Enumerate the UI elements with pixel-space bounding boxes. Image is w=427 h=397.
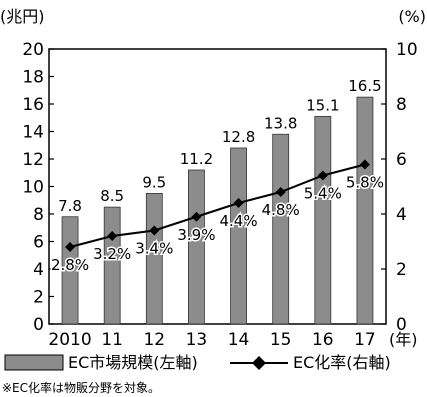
right-tick-label-1: 2 — [396, 260, 407, 280]
left-tick-label-10: 20 — [22, 40, 44, 60]
line-point-12 — [149, 225, 160, 236]
bar-value-label-16: 15.1 — [306, 96, 339, 114]
left-tick-label-5: 10 — [22, 178, 44, 198]
bar-value-label-15: 13.8 — [264, 114, 297, 132]
right-tick-label-4: 8 — [396, 95, 407, 115]
legend: EC市場規模(左軸) EC化率(右軸) — [4, 353, 391, 372]
line-value-label-2010: 2.8% — [51, 256, 89, 274]
right-tick-label-2: 4 — [396, 205, 407, 225]
bar-13 — [188, 169, 205, 325]
line-point-16 — [317, 170, 328, 181]
bar-17 — [356, 96, 374, 325]
bar-value-labels: 7.8 8.5 9.5 11.2 12.8 13.8 15.1 16.5 — [58, 77, 382, 215]
line-point-11 — [107, 231, 118, 241]
line-value-labels: 2.8%3.2% 3.4%3.9% 4.4%4.8%5.4%5.8% — [50, 172, 386, 276]
line-point-2010 — [65, 242, 76, 252]
x-tick-label-13: 13 — [186, 330, 208, 350]
footnote: ※EC化率は物販分野を対象。 — [2, 380, 160, 395]
right-tick-label-3: 6 — [396, 150, 407, 170]
x-tick-label-12: 12 — [143, 330, 165, 350]
right-axis-unit: (%) — [398, 7, 426, 26]
bar-value-label-2010: 7.8 — [58, 197, 82, 215]
bar-14 — [230, 147, 247, 325]
bar-12 — [145, 192, 163, 325]
right-tick-label-0: 0 — [396, 315, 407, 335]
left-tick-label-4: 8 — [33, 205, 44, 225]
legend-line-label: EC化率(右軸) — [293, 353, 391, 372]
line-value-label-13: 3.9% — [177, 226, 215, 244]
line-point-14 — [233, 198, 244, 208]
left-tick-label-9: 18 — [22, 68, 44, 88]
bar-value-label-11: 8.5 — [100, 187, 124, 205]
x-tick-label-15: 15 — [270, 330, 292, 350]
bar-value-label-14: 12.8 — [222, 128, 255, 146]
bar-16 — [314, 115, 332, 325]
line-point-15 — [275, 187, 286, 197]
x-tick-label-16: 16 — [312, 330, 334, 350]
line-point-13 — [191, 211, 202, 222]
line-value-label-16: 5.4% — [304, 185, 342, 203]
bar-value-label-13: 11.2 — [180, 150, 213, 168]
line-series — [65, 159, 370, 252]
line-value-label-14: 4.4% — [220, 212, 258, 230]
x-tick-label-14: 14 — [228, 330, 250, 350]
x-tick-label-11: 11 — [101, 330, 123, 350]
left-tick-label-7: 14 — [22, 123, 44, 143]
line-point-17 — [359, 159, 370, 170]
bar-2010 — [61, 216, 79, 325]
x-axis-suffix: (年) — [389, 330, 418, 349]
right-tick-label-5: 10 — [396, 40, 418, 60]
left-axis: 0 2 4 6 8 10 12 14 16 18 20 — [22, 40, 54, 335]
bar-value-label-12: 9.5 — [142, 173, 166, 191]
line-value-label-12: 3.4% — [135, 240, 173, 258]
line-value-label-15: 4.8% — [262, 201, 300, 219]
left-tick-label-0: 0 — [33, 315, 44, 335]
legend-bar-label: EC市場規模(左軸) — [68, 353, 198, 372]
x-tick-label-17: 17 — [354, 330, 376, 350]
left-tick-label-1: 2 — [33, 288, 44, 308]
bar-15 — [272, 133, 290, 325]
x-axis: 2010 11 12 13 14 15 16 17 — [48, 330, 375, 350]
bar-11 — [103, 206, 121, 325]
line-value-label-17: 5.8% — [346, 174, 384, 192]
bar-series — [61, 96, 374, 325]
left-tick-label-2: 4 — [33, 260, 44, 280]
left-tick-label-8: 16 — [22, 95, 44, 115]
line-value-label-11: 3.2% — [93, 245, 131, 263]
x-tick-label-2010: 2010 — [48, 330, 91, 350]
ec-rate-line — [69, 163, 366, 248]
legend-bar-swatch — [4, 354, 64, 371]
right-axis: 0 2 4 6 8 10 — [381, 40, 418, 335]
left-tick-label-6: 12 — [22, 150, 44, 170]
left-tick-label-3: 6 — [33, 233, 44, 253]
bar-value-label-17: 16.5 — [348, 77, 381, 95]
legend-diamond-marker — [252, 356, 266, 370]
left-axis-unit: (兆円) — [0, 7, 45, 26]
